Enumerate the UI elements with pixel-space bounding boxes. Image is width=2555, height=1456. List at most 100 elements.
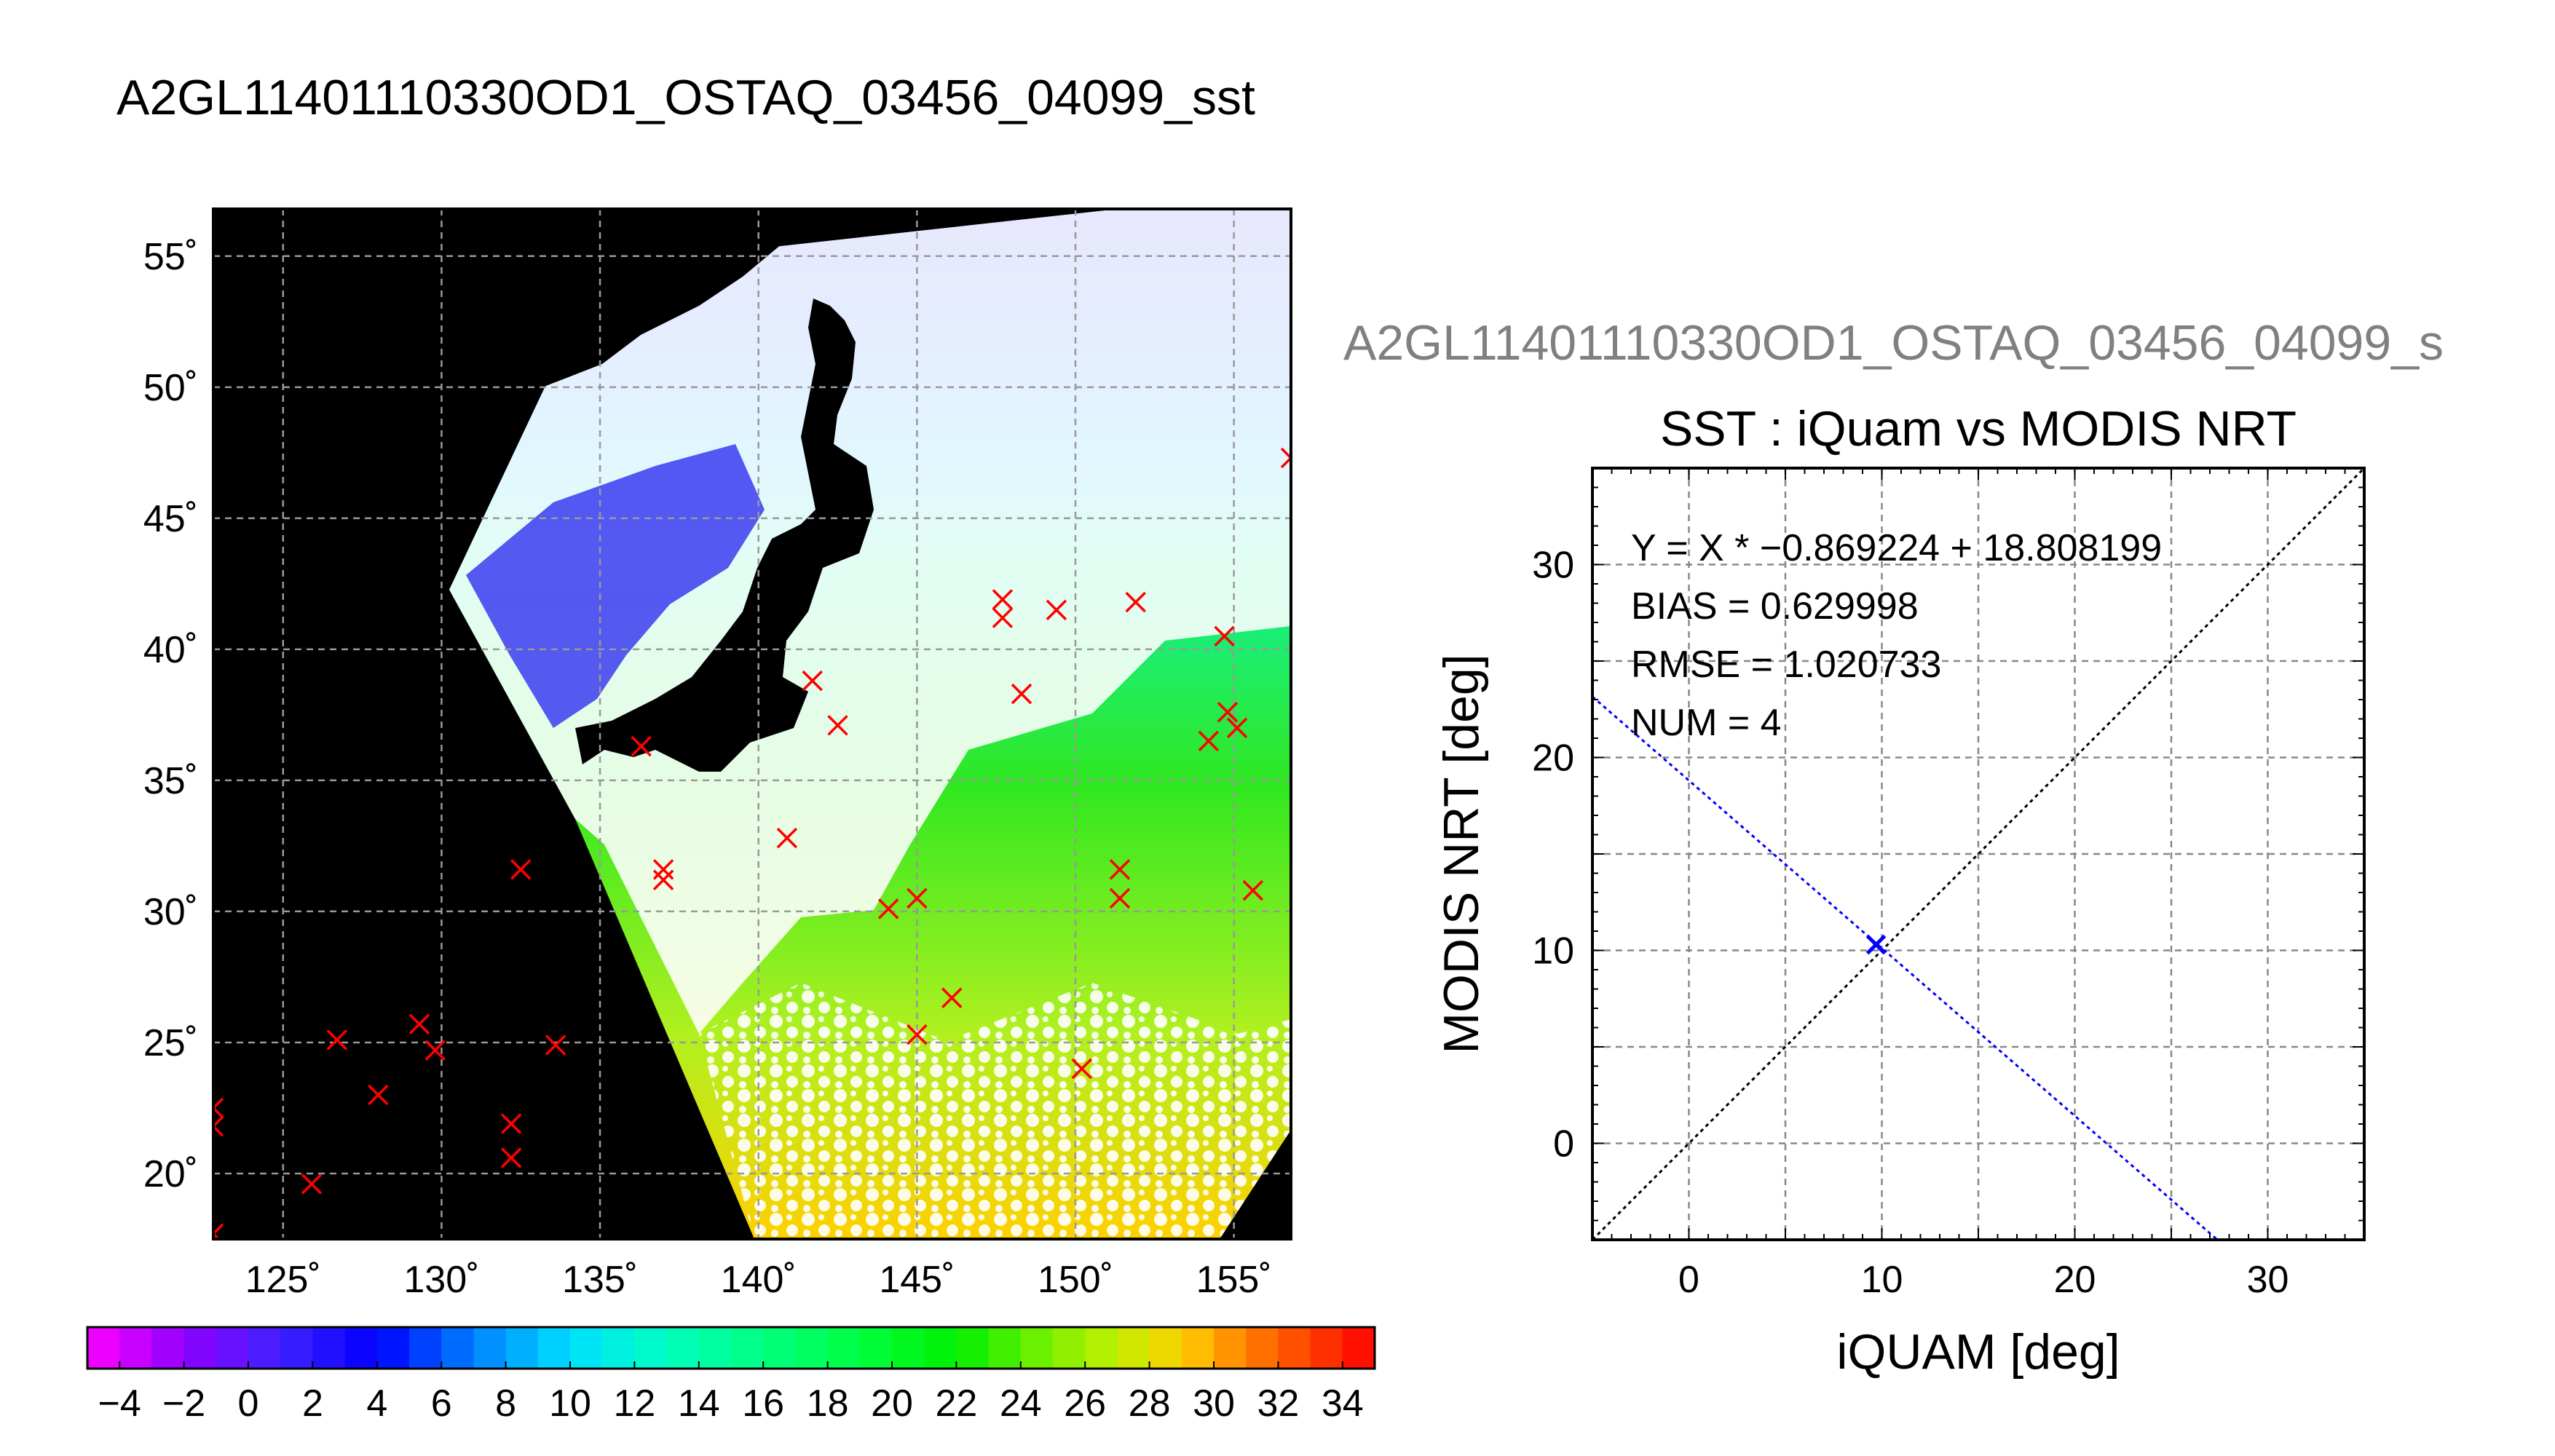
colorbar-segment	[698, 1327, 732, 1369]
marker-stroke	[545, 1034, 566, 1056]
colorbar-segment	[988, 1327, 1022, 1369]
colorbar-segment	[1214, 1327, 1247, 1369]
buoy-marker	[941, 987, 963, 1008]
cold-water	[466, 444, 765, 728]
colorbar-segment	[344, 1327, 378, 1369]
marker-stroke	[213, 1106, 224, 1119]
lat-tick-label: 50˚	[143, 367, 198, 409]
colorbar-segment	[537, 1327, 571, 1369]
page-title: A2GL11401110330OD1_OSTAQ_03456_04099_sst	[117, 70, 1255, 125]
marker-stroke	[1226, 717, 1248, 739]
buoy-marker	[213, 1223, 224, 1239]
buoy-marker	[802, 670, 823, 692]
marker-stroke	[1125, 591, 1146, 613]
marker-stroke	[500, 1147, 522, 1168]
colorbar-segment	[827, 1327, 861, 1369]
buoy-marker	[500, 1147, 522, 1168]
lon-tick-label: 125˚	[245, 1259, 321, 1301]
data-point	[1865, 934, 1887, 955]
y-tick-label: 20	[1532, 737, 1574, 780]
marker-stroke	[213, 1223, 224, 1236]
colorbar-tick-label: 6	[431, 1382, 452, 1425]
colorbar-tick-label: 8	[495, 1382, 516, 1425]
colorbar-tick-label: 30	[1193, 1382, 1235, 1425]
x-tick-label: 10	[1861, 1259, 1903, 1301]
marker-stroke	[1217, 702, 1239, 723]
lat-tick-label: 40˚	[143, 629, 198, 671]
marker-stroke	[368, 1084, 389, 1106]
buoy-marker	[213, 1097, 224, 1119]
x-tick-label: 30	[2247, 1259, 2289, 1301]
lon-tick-label: 130˚	[403, 1259, 479, 1301]
buoy-marker	[776, 827, 798, 849]
colorbar-segment	[1053, 1327, 1086, 1369]
marker-stroke	[424, 1040, 446, 1061]
colorbar-segment	[892, 1327, 925, 1369]
y-tick-label: 10	[1532, 930, 1574, 973]
num-label: NUM = 4	[1631, 702, 1782, 744]
buoy-marker	[213, 1115, 224, 1137]
rmse-label: RMSE = 1.020733	[1631, 644, 1941, 686]
scatter-panel: SST : iQuam vs MODIS NRT 0 10 20 300102030 …	[1434, 401, 2366, 1380]
colorbar-segment	[763, 1327, 796, 1369]
colorbar-segment	[248, 1327, 281, 1369]
buoy-marker	[652, 859, 674, 880]
marker-stroke	[652, 859, 674, 880]
marker-stroke	[992, 589, 1014, 610]
marker-stroke	[326, 1029, 348, 1051]
colorbar-segment	[183, 1327, 217, 1369]
colorbar-segment	[1246, 1327, 1279, 1369]
colorbar-segment	[956, 1327, 990, 1369]
buoy-marker	[992, 589, 1014, 610]
scatter-title: SST : iQuam vs MODIS NRT	[1660, 401, 2297, 456]
colorbar-tick-label: 24	[1000, 1382, 1042, 1425]
buoy-marker	[545, 1034, 566, 1056]
buoy-marker	[1011, 683, 1032, 705]
buoy-marker	[1071, 1058, 1092, 1080]
marker-stroke	[510, 859, 532, 880]
colorbar-segment	[409, 1327, 442, 1369]
colorbar-segment	[87, 1327, 120, 1369]
marker-stroke	[941, 987, 963, 1008]
buoy-marker	[877, 898, 899, 919]
colorbar-segment	[859, 1327, 893, 1369]
map-panel: 125˚ 130˚ 135˚ 140˚ 145˚ 150˚ 155˚ 55˚ 50˚ 45˚ 40˚…	[143, 207, 1292, 1301]
buoy-marker	[1125, 591, 1146, 613]
buoy-marker	[1226, 717, 1248, 739]
lat-tick-label: 55˚	[143, 236, 198, 278]
land-asia	[213, 209, 813, 819]
colorbar-segment	[1278, 1327, 1311, 1369]
colorbar-tick-label: 12	[613, 1382, 655, 1425]
marker-stroke	[1242, 879, 1264, 901]
marker-stroke	[802, 670, 823, 692]
x-tick-label: 20	[2054, 1259, 2096, 1301]
colorbar-tick-label: 22	[935, 1382, 977, 1425]
x-tick-label: 0	[1678, 1259, 1699, 1301]
y-tick-label: 30	[1532, 545, 1574, 587]
marker-stroke	[213, 1097, 224, 1110]
colorbar-segment	[731, 1327, 764, 1369]
marker-stroke	[1011, 683, 1032, 705]
colorbar-segment	[1149, 1327, 1182, 1369]
colorbar-segment	[441, 1327, 474, 1369]
colorbar-segment	[570, 1327, 603, 1369]
buoy-marker	[500, 1113, 522, 1134]
scatter-ticks: 0 10 20 30 0 10 20 30	[1532, 467, 2365, 1301]
lat-tick-label: 45˚	[143, 498, 198, 540]
buoy-marker	[1046, 599, 1067, 621]
marker-stroke	[827, 715, 848, 736]
marker-stroke	[1198, 730, 1220, 752]
colorbar-tick-label: 18	[807, 1382, 849, 1425]
colorbar-frame	[86, 1326, 1376, 1370]
map-frame	[212, 207, 1292, 1241]
marker-stroke	[907, 1024, 928, 1045]
colorbar-tick-label: 0	[238, 1382, 259, 1425]
colorbar-segment	[1085, 1327, 1118, 1369]
colorbar-tick-label: −4	[98, 1382, 141, 1425]
buoy-marker	[1280, 447, 1291, 469]
scatter-file-title: A2GL11401110330OD1_OSTAQ_03456_04099_s	[1343, 315, 2444, 371]
buoy-marker	[827, 715, 848, 736]
fit-line	[1592, 695, 2219, 1240]
marker-stroke	[992, 607, 1014, 628]
